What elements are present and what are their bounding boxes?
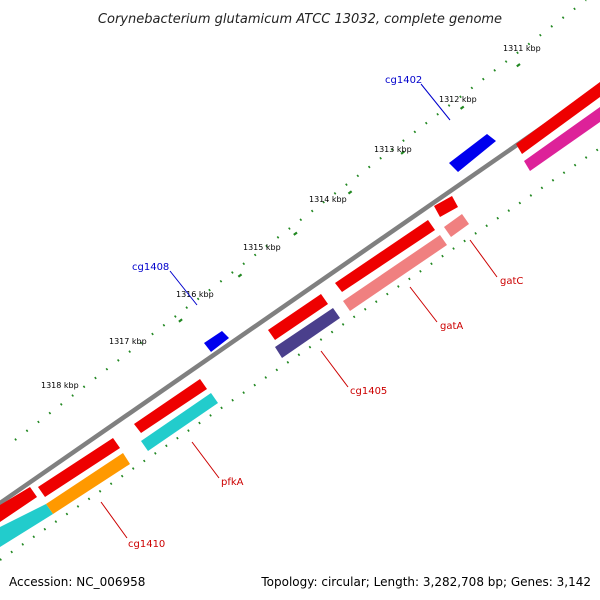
leader-cg1410 bbox=[100, 501, 128, 539]
tick-label: 1317 kbp bbox=[109, 337, 147, 346]
leader-cg1402 bbox=[420, 83, 451, 121]
leader-gatC bbox=[469, 239, 498, 278]
gene-feature-cg1405[interactable] bbox=[275, 308, 340, 358]
leader-cg1405 bbox=[320, 350, 349, 388]
cds-block[interactable] bbox=[434, 196, 458, 217]
gene-feature-cyan-left[interactable] bbox=[0, 504, 53, 547]
tick-label: 1313 kbp bbox=[374, 145, 412, 154]
label-pfkA[interactable]: pfkA bbox=[221, 477, 244, 488]
label-gatA[interactable]: gatA bbox=[440, 321, 463, 332]
gene-feature-gatC[interactable] bbox=[444, 214, 469, 237]
label-cg1405[interactable]: cg1405 bbox=[350, 386, 387, 397]
tick-label: 1315 kbp bbox=[243, 243, 281, 252]
label-gatC[interactable]: gatC bbox=[500, 276, 523, 287]
genome-summary-text: Topology: circular; Length: 3,282,708 bp… bbox=[260, 575, 591, 589]
genome-backbone bbox=[0, 84, 600, 506]
gene-features bbox=[0, 107, 600, 547]
gene-feature-pfkA[interactable] bbox=[141, 393, 218, 451]
tick-label: 1311 kbp bbox=[503, 44, 541, 53]
gene-feature-cg1410[interactable] bbox=[46, 453, 130, 514]
tick-label: 1312 kbp bbox=[439, 95, 477, 104]
tick-labels: 1311 kbp 1312 kbp 1313 kbp 1314 kbp 1315… bbox=[41, 44, 541, 390]
leader-pfkA bbox=[191, 441, 220, 479]
cds-block[interactable] bbox=[0, 487, 37, 522]
outer-tick-ring bbox=[14, 0, 587, 441]
accession-text: Accession: NC_006958 bbox=[9, 575, 145, 589]
gene-labels: cg1402 cg1408 gatC gatA cg1405 pfkA cg14… bbox=[128, 75, 523, 550]
cds-block[interactable] bbox=[268, 294, 328, 340]
label-cg1402[interactable]: cg1402 bbox=[385, 75, 422, 86]
map-title: Corynebacterium glutamicum ATCC 13032, c… bbox=[98, 12, 502, 27]
leader-cg1408 bbox=[169, 270, 198, 306]
leader-gatA bbox=[409, 286, 438, 323]
forward-features bbox=[204, 134, 496, 352]
tick-label: 1316 kbp bbox=[176, 290, 214, 299]
label-leaders bbox=[100, 83, 498, 539]
cds-features bbox=[0, 82, 600, 522]
tick-label: 1318 kbp bbox=[41, 381, 79, 390]
label-cg1410[interactable]: cg1410 bbox=[128, 539, 165, 550]
cds-block[interactable] bbox=[516, 82, 600, 154]
major-ticks-outer bbox=[69, 63, 521, 405]
tick-label: 1314 kbp bbox=[309, 195, 347, 204]
gene-feature-cg1402[interactable] bbox=[449, 134, 496, 172]
label-cg1408[interactable]: cg1408 bbox=[132, 262, 169, 273]
cds-block[interactable] bbox=[134, 379, 207, 433]
gene-feature-gatA[interactable] bbox=[343, 235, 447, 311]
gene-feature-magenta[interactable] bbox=[524, 107, 600, 171]
cds-block[interactable] bbox=[38, 438, 120, 497]
inner-tick-ring bbox=[0, 147, 600, 561]
minor-ticks-inner bbox=[0, 147, 600, 561]
gene-feature-cg1408[interactable] bbox=[204, 331, 229, 352]
minor-ticks-outer bbox=[14, 0, 587, 441]
cds-block[interactable] bbox=[335, 220, 435, 292]
